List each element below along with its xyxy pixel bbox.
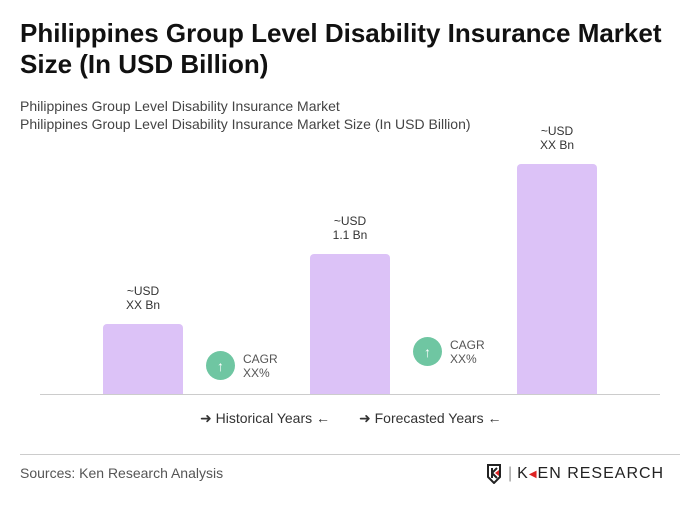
logo-k-icon [487, 464, 501, 484]
cagr-value: XX% [243, 365, 270, 380]
subtitle-2: Philippines Group Level Disability Insur… [20, 116, 471, 132]
cagr-label: CAGR [243, 351, 278, 366]
arrow-right-icon: ➜ [200, 410, 212, 426]
x-axis [40, 394, 660, 395]
arrow-right-icon: ➜ [359, 410, 371, 426]
source-text: Sources: Ken Research Analysis [20, 465, 224, 481]
data-label-2: ~USD 1.1 Bn [332, 214, 368, 242]
bar-1 [103, 324, 183, 394]
cagr-1: ↑ CAGR XX% [206, 351, 278, 380]
cagr-value: XX% [450, 351, 477, 366]
arrow-left-icon: ← [487, 410, 502, 426]
chart-title: Philippines Group Level Disability Insur… [20, 18, 662, 79]
footer-divider [20, 454, 680, 455]
subtitle: Philippines Group Level Disability Insur… [20, 98, 340, 114]
data-label-3: ~USD XX Bn [539, 123, 575, 152]
legend-label: Historical Years [215, 410, 313, 426]
bar-3 [517, 163, 597, 394]
legend-historical: ➜ Historical Years ← [200, 410, 330, 427]
bar-2 [310, 254, 390, 394]
arrow-up-icon: ↑ [413, 337, 442, 366]
legend-label: Forecasted Years [374, 410, 484, 426]
ken-research-logo: | K ◀ EN RESEARCH [486, 464, 664, 484]
cagr-2: ↑ CAGR XX% [413, 337, 485, 366]
cagr-label: CAGR [450, 337, 485, 352]
data-label-1: ~USD XX Bn [125, 284, 161, 312]
legend-forecasted: ➜ Forecasted Years ← [359, 410, 501, 427]
arrow-up-icon: ↑ [206, 351, 235, 380]
arrow-left-icon: ← [316, 410, 331, 426]
